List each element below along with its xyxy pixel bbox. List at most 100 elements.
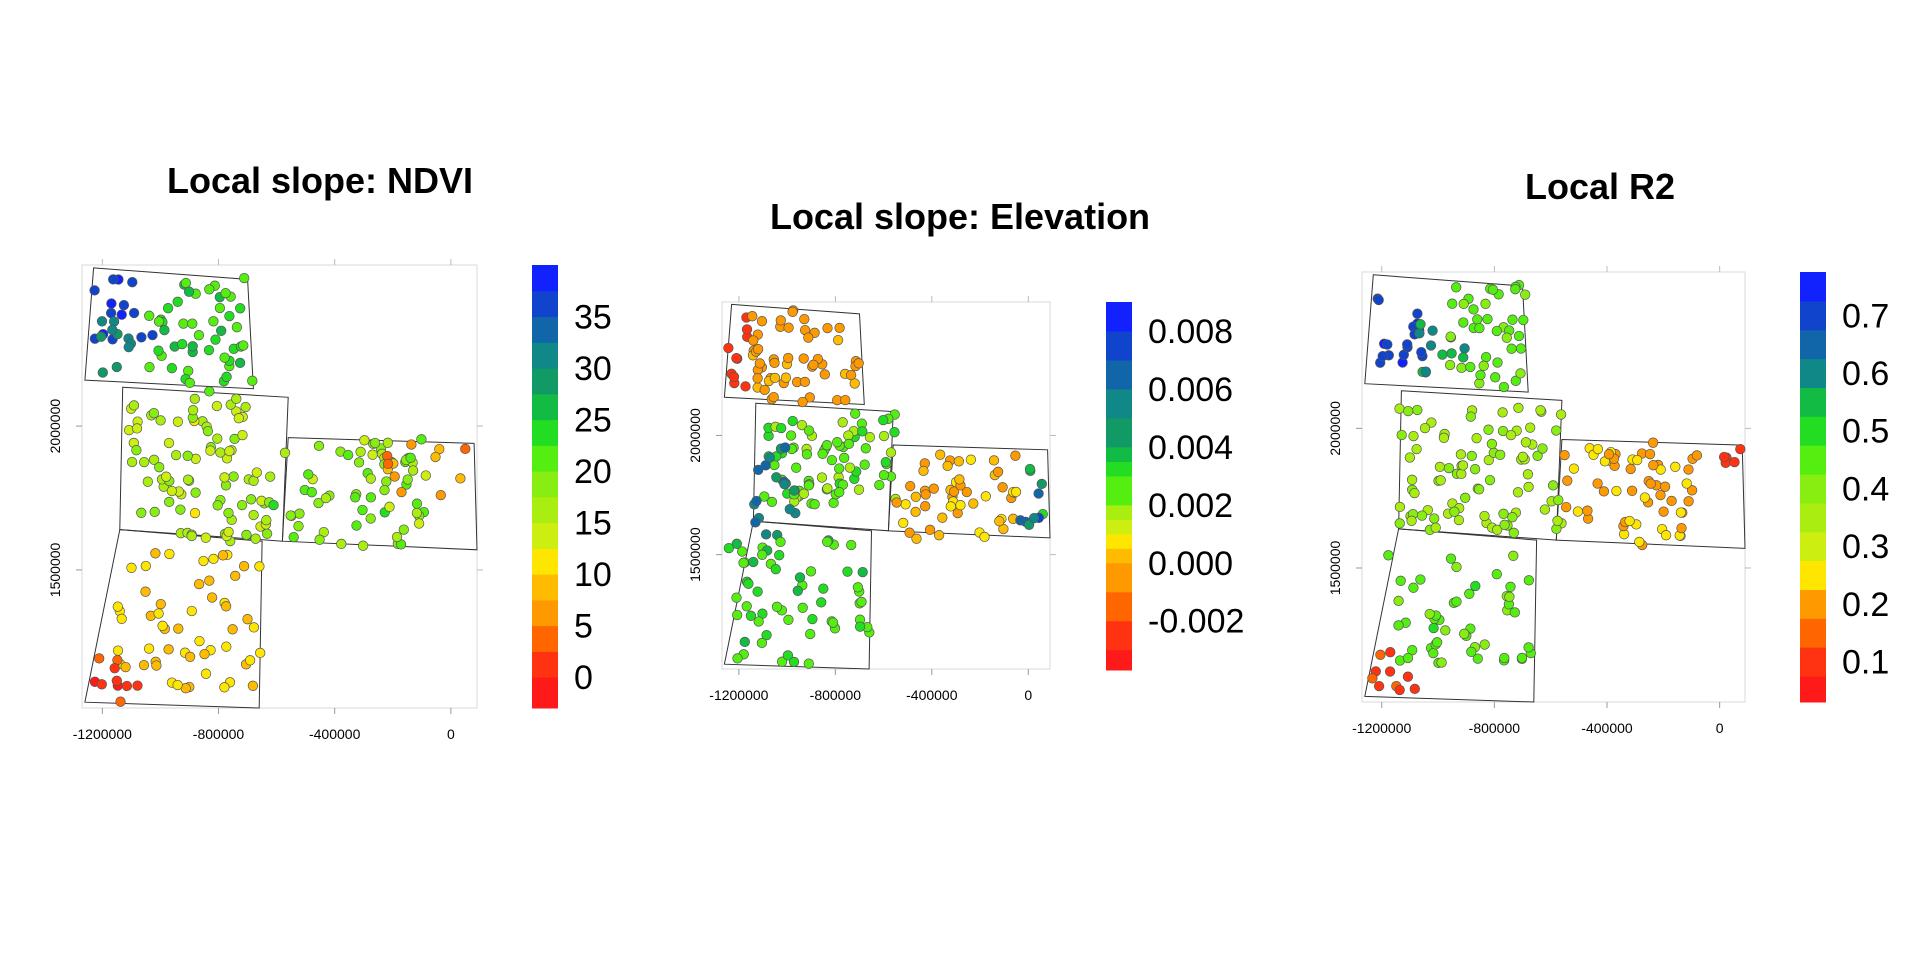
station-point (294, 508, 305, 519)
panel-title-ndvi: Local slope: NDVI (166, 160, 474, 201)
station-point (965, 454, 977, 465)
station-point (1396, 429, 1407, 441)
legend-color-bin (1106, 475, 1132, 506)
station-point (208, 316, 219, 327)
station-point (1660, 530, 1672, 541)
station-point (224, 310, 235, 322)
station-point (365, 513, 376, 524)
station-point (391, 531, 403, 543)
legend-color-bin (1800, 560, 1826, 590)
station-point (739, 636, 750, 648)
station-point (1498, 381, 1510, 393)
station-point (1468, 304, 1479, 315)
station-point (905, 480, 916, 492)
station-point (1459, 343, 1470, 354)
station-point (1517, 451, 1529, 462)
x-tick-label: -1200000 (73, 726, 132, 742)
station-point (106, 298, 117, 309)
station-point (128, 400, 140, 411)
station-point (1523, 481, 1534, 493)
station-point (900, 499, 911, 510)
station-point (120, 661, 131, 673)
station-point (261, 515, 272, 526)
station-point (211, 400, 223, 412)
station-point (1681, 478, 1692, 489)
legend-tick-label: 0.6 (1842, 355, 1889, 393)
station-point (803, 480, 814, 491)
station-point (731, 353, 742, 364)
station-point (1598, 486, 1610, 497)
station-point (1634, 536, 1645, 548)
station-point (853, 358, 864, 369)
station-point (794, 572, 806, 583)
station-point (864, 432, 876, 443)
legend-color-bin (1106, 591, 1132, 622)
station-point (205, 445, 216, 456)
station-point (796, 419, 808, 431)
panel-title-elevation: Local slope: Elevation (769, 196, 1151, 237)
station-point (745, 610, 757, 621)
station-point (1507, 512, 1518, 523)
station-point (128, 307, 140, 319)
station-point (723, 542, 735, 554)
station-point (1394, 403, 1405, 414)
legend-tick-label: 0.7 (1842, 297, 1889, 335)
station-point (1393, 595, 1404, 607)
legend-color-bin (1800, 618, 1826, 648)
station-point (1486, 438, 1498, 450)
station-point (1632, 454, 1643, 466)
station-point (1480, 298, 1491, 309)
station-point (150, 548, 161, 559)
station-point (1464, 588, 1475, 599)
station-point (1513, 402, 1524, 414)
station-point (748, 556, 759, 568)
station-point (153, 608, 164, 619)
station-point (840, 394, 851, 406)
station-point (1686, 485, 1698, 496)
station-point (230, 570, 241, 582)
station-point (775, 536, 786, 548)
state-boundary (1364, 274, 1529, 393)
station-point (1572, 506, 1584, 517)
state-boundary (84, 529, 263, 709)
legend-color-bin (1800, 300, 1826, 331)
station-point (215, 447, 226, 458)
station-point (435, 489, 446, 501)
station-point (1404, 452, 1416, 463)
station-point (760, 529, 772, 540)
map-panel-2: -1200000 -800000 -400000 0 1500000 2000000 0.1… (1327, 266, 1889, 736)
station-point (1501, 332, 1512, 343)
station-point (766, 496, 778, 508)
station-point (382, 437, 393, 448)
station-point (1435, 475, 1446, 486)
station-point (809, 499, 820, 510)
station-point (172, 679, 183, 691)
station-point (850, 408, 861, 419)
station-point (754, 358, 765, 369)
station-point (1424, 608, 1435, 620)
station-point (1383, 550, 1394, 561)
station-point (1445, 331, 1456, 342)
station-point (1683, 496, 1694, 507)
station-point (132, 680, 143, 691)
station-point (805, 566, 817, 577)
state-boundary (887, 444, 1051, 539)
station-point (200, 532, 211, 543)
station-point (199, 648, 210, 660)
legend-color-bin (1800, 329, 1826, 360)
station-point (236, 499, 248, 511)
station-point (1411, 443, 1422, 455)
legend-tick-label: 30 (574, 350, 612, 388)
station-point (350, 492, 361, 503)
station-point (1506, 343, 1517, 354)
station-point (314, 534, 325, 545)
legend-color-bin (1106, 302, 1132, 332)
legend-color-bin (1800, 358, 1826, 388)
station-point (247, 375, 258, 386)
station-point (769, 357, 780, 369)
station-point (96, 316, 108, 327)
station-point (184, 651, 196, 662)
station-point (769, 372, 781, 384)
station-point (878, 430, 890, 442)
station-point (801, 449, 813, 460)
